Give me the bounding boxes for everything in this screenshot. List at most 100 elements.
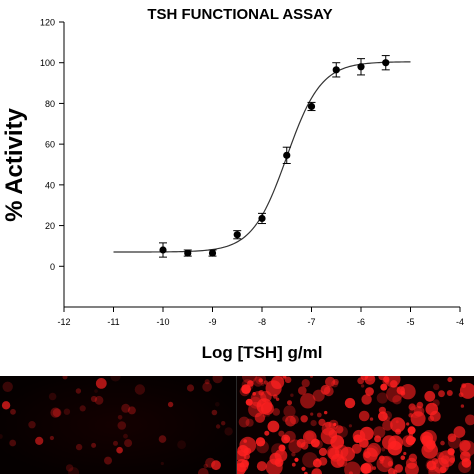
data-point bbox=[233, 230, 242, 240]
cell-blob bbox=[387, 460, 394, 467]
cell-blob bbox=[9, 439, 17, 447]
data-point bbox=[208, 249, 217, 257]
dose-response-chart: 0 20 40 60 80 100 120 -12 -11 -10 -9 -8 -7 -6 -5 -4 Log… bbox=[1, 18, 464, 363]
cell-blob bbox=[75, 388, 82, 394]
cell-blob bbox=[127, 406, 136, 415]
cell-blob bbox=[211, 409, 218, 416]
cell-blob bbox=[376, 392, 388, 404]
x-axis-label: Log [TSH] g/ml bbox=[202, 343, 323, 362]
cell-blob bbox=[254, 412, 266, 423]
cell-blob bbox=[381, 447, 386, 452]
x-tick-label: -10 bbox=[156, 317, 169, 327]
cell-blob bbox=[344, 397, 356, 409]
cell-blob bbox=[273, 394, 278, 399]
cell-blob bbox=[242, 376, 257, 384]
data-point bbox=[258, 212, 266, 225]
cell-blob bbox=[351, 443, 362, 454]
cell-blob bbox=[204, 379, 210, 385]
marker bbox=[307, 102, 316, 111]
x-tick-label: -9 bbox=[208, 317, 216, 327]
data-points bbox=[159, 55, 390, 258]
x-tick-label: -11 bbox=[107, 317, 119, 327]
cell-blob bbox=[75, 443, 83, 451]
cell-blob bbox=[453, 426, 466, 438]
y-tick-label: 100 bbox=[40, 58, 55, 68]
cell-blob bbox=[35, 436, 44, 445]
cell-blob bbox=[298, 386, 307, 395]
cell-blob bbox=[52, 408, 62, 417]
cell-blob bbox=[255, 437, 266, 447]
cell-blob bbox=[387, 440, 403, 456]
cell-blob bbox=[361, 394, 372, 405]
micrograph-stimulated bbox=[233, 376, 474, 474]
y-tick-label: 20 bbox=[45, 221, 55, 231]
data-point bbox=[332, 62, 341, 78]
cell-blob bbox=[241, 384, 251, 394]
cell-blob bbox=[311, 468, 322, 474]
cell-blob bbox=[186, 384, 195, 392]
micrograph-untreated bbox=[0, 376, 236, 474]
cell-blob bbox=[274, 458, 284, 467]
cell-blob bbox=[333, 422, 337, 427]
cell-blob bbox=[394, 464, 403, 473]
cell-blob bbox=[110, 376, 121, 382]
cell-blob bbox=[117, 415, 123, 420]
cell-blob bbox=[224, 427, 233, 436]
marker bbox=[208, 249, 217, 257]
cell-blob bbox=[400, 455, 406, 460]
cell-blob bbox=[358, 410, 370, 422]
cell-blob bbox=[94, 395, 104, 405]
cell-blob bbox=[256, 461, 267, 472]
cell-blob bbox=[198, 468, 209, 474]
cell-blob bbox=[300, 415, 308, 423]
data-point bbox=[307, 101, 316, 112]
cell-blob bbox=[372, 466, 377, 470]
cell-blob bbox=[440, 440, 445, 446]
cell-blob bbox=[258, 378, 263, 383]
cell-blob bbox=[447, 433, 457, 442]
axes: 0 20 40 60 80 100 120 -12 -11 -10 -9 -8 -7 -6 -5 -4 bbox=[40, 18, 464, 328]
cell-blob bbox=[408, 453, 418, 462]
marker bbox=[382, 59, 390, 67]
cell-blob bbox=[48, 392, 57, 401]
x-tick-label: -7 bbox=[307, 317, 315, 327]
cell-blob bbox=[275, 397, 280, 401]
cell-blob bbox=[300, 393, 316, 409]
cell-blob bbox=[390, 380, 398, 388]
cell-blob bbox=[290, 393, 294, 397]
cell-blob bbox=[221, 421, 226, 426]
cell-blob bbox=[245, 398, 253, 406]
cell-blob bbox=[123, 433, 128, 439]
cell-blob bbox=[287, 400, 292, 406]
x-tick-label: -12 bbox=[57, 317, 70, 327]
cell-blob bbox=[241, 459, 250, 468]
cell-blob bbox=[426, 460, 437, 471]
cell-blob bbox=[301, 466, 306, 471]
cell-blob bbox=[243, 439, 247, 443]
cell-blob bbox=[424, 390, 436, 402]
cell-blob bbox=[328, 447, 344, 462]
cell-blob bbox=[167, 401, 174, 408]
x-tick-label: -5 bbox=[406, 317, 414, 327]
cell-blob bbox=[267, 420, 280, 433]
cell-blob bbox=[447, 448, 455, 456]
cell-blob bbox=[310, 420, 317, 427]
cell-blob bbox=[392, 395, 402, 405]
cell-blob bbox=[348, 424, 352, 428]
cell-blob bbox=[271, 376, 285, 389]
cell-blob bbox=[68, 467, 80, 474]
cell-blob bbox=[50, 407, 61, 418]
cell-blob bbox=[374, 435, 382, 443]
cell-blob bbox=[304, 471, 308, 474]
cell-blob bbox=[134, 384, 146, 395]
cell-blob bbox=[336, 426, 348, 438]
cell-blob bbox=[429, 410, 441, 422]
cell-blob bbox=[407, 426, 416, 435]
cell-blob bbox=[390, 417, 406, 433]
cell-blob bbox=[383, 376, 390, 383]
cell-blob bbox=[360, 463, 372, 474]
cell-blob bbox=[344, 461, 361, 474]
cell-blob bbox=[410, 437, 416, 443]
cell-blob bbox=[261, 382, 265, 386]
cell-blob bbox=[272, 408, 280, 416]
